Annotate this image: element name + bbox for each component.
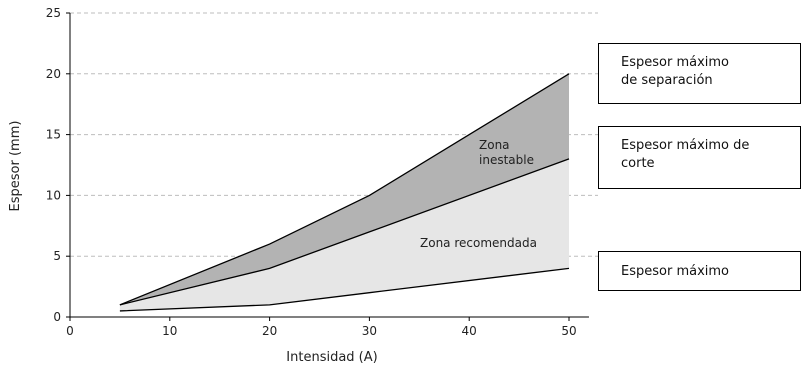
zone-recomendada-area xyxy=(119,158,570,311)
series-lines xyxy=(119,73,570,312)
y-tick-label-5: 5 xyxy=(53,249,61,263)
series-line-corte xyxy=(119,158,570,306)
y-tick-label-20: 20 xyxy=(46,67,61,81)
y-tick-label-0: 0 xyxy=(53,310,61,324)
x-tick-label-30: 30 xyxy=(362,324,377,338)
zone-inestable-label: Zona inestable xyxy=(479,138,534,167)
y-tick-label-10: 10 xyxy=(46,188,61,202)
axes xyxy=(66,12,589,321)
x-tick-labels: 0 10 20 30 40 50 xyxy=(66,324,576,338)
series-line-maximo xyxy=(119,267,570,312)
zone-inestable-area xyxy=(119,73,570,305)
x-tick-label-10: 10 xyxy=(162,324,177,338)
series-line-separacion xyxy=(119,73,570,306)
x-axis-title: Intensidad (A) xyxy=(286,350,377,365)
legend-espesor-maximo-separacion: Espesor máximo de separación xyxy=(598,43,801,104)
zone-recomendada-label: Zona recomendada xyxy=(420,236,537,250)
x-tick-label-40: 40 xyxy=(462,324,477,338)
y-tick-labels: 0 5 10 15 20 25 xyxy=(46,6,61,324)
legend-espesor-maximo-corte: Espesor máximo de corte xyxy=(598,126,801,189)
legend-espesor-maximo: Espesor máximo xyxy=(598,251,801,291)
zone-areas xyxy=(119,73,570,311)
zone-labels: Zona inestable Zona recomendada xyxy=(420,138,537,250)
x-tick-label-50: 50 xyxy=(561,324,576,338)
grid-lines xyxy=(70,12,598,257)
y-tick-label-15: 15 xyxy=(46,128,61,142)
x-tick-label-20: 20 xyxy=(262,324,277,338)
y-tick-label-25: 25 xyxy=(46,6,61,20)
x-tick-label-0: 0 xyxy=(66,324,74,338)
y-axis-title: Espesor (mm) xyxy=(8,121,23,212)
